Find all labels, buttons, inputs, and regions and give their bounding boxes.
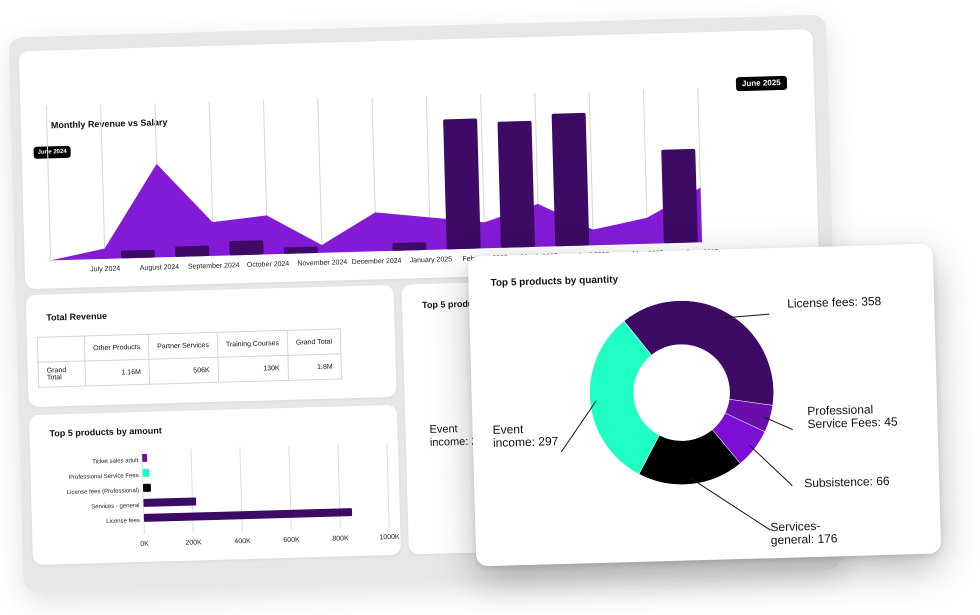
amount-x-tick-800k: 800K — [332, 535, 349, 542]
revenue-bar-august-2024 — [175, 245, 210, 257]
donut-label-services-general: Services-general: 176 — [770, 518, 838, 547]
value-other-products: 1.16M — [84, 359, 150, 387]
row-label-grand-total: Grand Total — [37, 361, 86, 388]
revenue-bar-may-2025 — [661, 148, 698, 244]
amount-label-license-fees: License fees — [106, 518, 140, 525]
grid-line — [588, 91, 594, 246]
revenue-bar-march-2025 — [551, 112, 590, 247]
amount-x-tick-0k: 0K — [140, 541, 149, 548]
amount-chart-svg: 0K 200K 400K 600K 800K 1000K Ticket sales adul… — [67, 443, 400, 548]
revenue-bar-july-2024 — [120, 249, 156, 259]
amount-x-tick-400k: 400K — [234, 538, 251, 545]
amount-x-tick-200k: 200K — [185, 539, 202, 546]
revenue-chart-svg: July 2024 August 2024 September 2024 Octobe… — [45, 88, 719, 273]
quantity-chart-card: Top 5 products by quantity License fees:… — [467, 243, 942, 567]
amount-label-professional-service-fees: Professional Service Fees — [69, 473, 139, 481]
donut-label-subsistence: Subsistence: 66 — [804, 474, 890, 490]
header-partner-services: Partner Services — [148, 332, 218, 360]
x-tick-september-2024: September 2024 — [188, 262, 240, 270]
revenue-bar-october-2024 — [283, 246, 318, 254]
grid-line — [317, 98, 323, 253]
revenue-bar-september-2024 — [229, 240, 264, 256]
value-grand-total: 1.8M — [287, 353, 342, 381]
donut-slice-event-income — [589, 320, 660, 475]
amount-label-ticket-sales-adult: Ticket sales adult — [92, 458, 139, 465]
donut-label-event-income: Eventincome: 297 — [492, 421, 558, 450]
amount-grid-line — [386, 443, 390, 528]
total-revenue-card: Total Revenue Other Products Partner Ser… — [25, 284, 397, 408]
quantity-donut-svg: License fees: 358 ProfessionalService Fee… — [492, 294, 898, 547]
x-tick-november-2024: November 2024 — [297, 259, 347, 267]
x-tick-january-2025: January 2025 — [410, 256, 453, 264]
grid-line — [45, 106, 52, 261]
donut-leader-event-income — [560, 400, 597, 453]
amount-bar-license-fees — [143, 508, 353, 522]
revenue-bar-december-2024 — [392, 242, 427, 251]
amount-label-license-fees-professional: License fees (Professional) — [67, 488, 140, 496]
donut-label-professional-service-fees: ProfessionalService Fees: 45 — [807, 402, 898, 432]
amount-x-tick-600k: 600K — [283, 537, 300, 544]
back-card-label-line2: income: 2 — [429, 435, 478, 449]
monthly-revenue-card: Monthly Revenue vs Salary June 2024 June… — [18, 29, 820, 290]
donut-slice-license-fees — [623, 300, 774, 406]
revenue-bar-january-2025 — [443, 118, 481, 250]
amount-bar-professional-service-fees — [142, 468, 150, 477]
donut-leader-professional-service-fees — [763, 416, 793, 431]
amount-bar-services-general — [143, 497, 197, 507]
amount-chart-card: Top 5 products by amount 0K 200K 400K 600K 8… — [28, 404, 402, 566]
amount-label-services-general: Services - general — [91, 503, 140, 510]
x-tick-december-2024: December 2024 — [352, 258, 402, 266]
revenue-bar-february-2025 — [497, 120, 535, 248]
amount-bar-ticket-sales-adult — [142, 453, 148, 462]
donut-label-license-fees: License fees: 358 — [787, 294, 882, 311]
back-card-label-line1: Event — [429, 423, 458, 436]
header-training-courses: Training Courses — [217, 330, 288, 358]
grid-line — [100, 104, 106, 259]
amount-bar-license-fees-professional — [142, 483, 151, 492]
x-tick-july-2024: July 2024 — [90, 265, 120, 273]
value-training-courses: 130K — [217, 355, 289, 383]
donut-leader-subsistence — [749, 444, 793, 486]
dashboard-board: Monthly Revenue vs Salary June 2024 June… — [8, 14, 842, 593]
amount-grid-line — [141, 449, 145, 534]
x-tick-august-2024: August 2024 — [140, 264, 180, 272]
table-corner — [37, 336, 85, 363]
amount-x-tick-1000k: 1000K — [379, 534, 400, 542]
back-card-title: Top 5 produ — [421, 298, 474, 311]
value-partner-services: 506K — [149, 357, 219, 385]
total-revenue-table: Other Products Partner Services Training… — [37, 328, 342, 388]
salary-area — [50, 163, 702, 261]
donut-leader-license-fees — [724, 313, 770, 319]
donut-leader-services-general — [690, 477, 771, 531]
header-other-products: Other Products — [84, 334, 150, 362]
x-tick-october-2024: October 2024 — [247, 261, 290, 269]
header-grand-total: Grand Total — [287, 328, 341, 356]
total-revenue-title: Total Revenue — [46, 310, 108, 323]
